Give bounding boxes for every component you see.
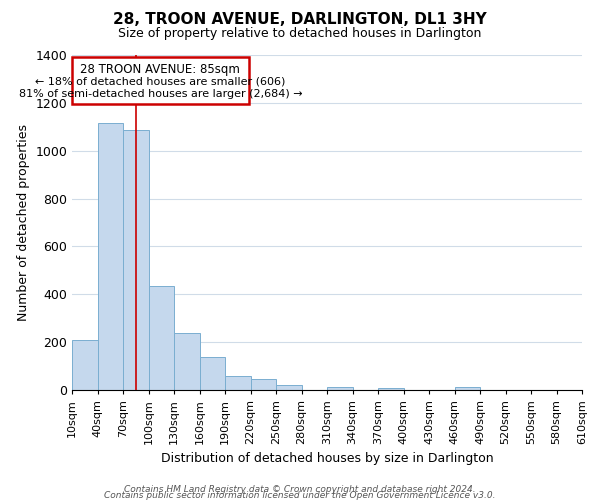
Bar	[327, 387, 353, 390]
Text: Contains HM Land Registry data © Crown copyright and database right 2024.: Contains HM Land Registry data © Crown c…	[124, 484, 476, 494]
Y-axis label: Number of detached properties: Number of detached properties	[17, 124, 30, 321]
Bar	[72, 340, 97, 390]
Text: 28 TROON AVENUE: 85sqm: 28 TROON AVENUE: 85sqm	[80, 62, 241, 76]
Text: 28, TROON AVENUE, DARLINGTON, DL1 3HY: 28, TROON AVENUE, DARLINGTON, DL1 3HY	[113, 12, 487, 28]
Text: Contains public sector information licensed under the Open Government Licence v3: Contains public sector information licen…	[104, 490, 496, 500]
Bar	[276, 384, 302, 390]
Bar	[199, 356, 225, 390]
Text: ← 18% of detached houses are smaller (606): ← 18% of detached houses are smaller (60…	[35, 76, 286, 86]
Text: Size of property relative to detached houses in Darlington: Size of property relative to detached ho…	[118, 28, 482, 40]
Bar	[72, 58, 249, 104]
Bar	[378, 388, 404, 390]
Bar	[174, 332, 199, 390]
Bar	[123, 130, 149, 390]
Bar	[149, 286, 174, 390]
Bar	[251, 378, 276, 390]
X-axis label: Distribution of detached houses by size in Darlington: Distribution of detached houses by size …	[161, 452, 493, 466]
Text: 81% of semi-detached houses are larger (2,684) →: 81% of semi-detached houses are larger (…	[19, 89, 302, 99]
Bar	[225, 376, 251, 390]
Bar	[455, 387, 480, 390]
Bar	[97, 123, 123, 390]
